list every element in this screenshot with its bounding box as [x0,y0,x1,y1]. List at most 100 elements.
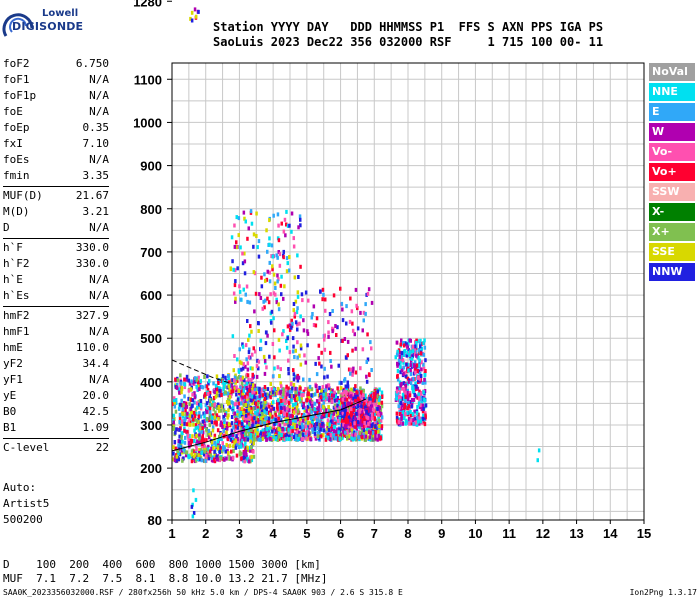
param-row: fmin 3.35 [3,168,109,184]
echo-point [294,394,298,399]
echo-point [324,397,327,402]
echo-point [409,421,413,426]
echo-point [309,437,312,442]
echo-point [260,275,263,280]
echo-point [238,420,241,425]
echo-point [184,416,187,421]
echo-point [379,418,383,423]
echo-point [214,383,218,388]
echo-point [280,274,283,279]
echo-point [178,427,181,432]
echo-point [347,434,351,439]
echo-point [268,260,271,265]
echo-point [354,420,358,425]
echo-point [343,433,346,438]
echo-point [423,415,426,420]
echo-point [353,387,356,392]
echo-point [271,429,274,434]
echo-point [259,346,263,351]
echo-point [196,441,199,446]
echo-point [199,402,202,407]
echo-point [364,311,367,316]
echo-point [249,439,252,444]
echo-point [362,416,366,421]
echo-point [215,387,219,392]
echo-point [249,435,252,440]
echo-point [287,437,291,442]
echo-point [248,380,252,385]
echo-point [326,424,330,429]
echo-point [230,235,234,240]
echo-point [357,424,360,429]
echo-point [354,424,357,429]
legend-item: NNE [649,83,695,101]
echo-point [259,420,262,425]
echo-point [292,302,296,306]
echo-point [361,328,364,333]
echo-point [345,304,348,309]
echo-point [301,432,305,437]
echo-point [172,413,176,418]
echo-point [324,392,328,397]
echo-point [190,387,193,392]
echo-point [416,378,420,383]
echo-point [219,436,222,441]
echo-point [241,344,245,349]
echo-point [283,405,286,410]
echo-point [421,409,425,414]
echo-point [302,377,305,382]
echo-point [404,405,407,410]
echo-point [399,370,402,375]
echo-point [263,305,266,310]
echo-point [313,431,317,436]
echo-point [293,425,297,429]
param-name: hmF2 [3,309,30,322]
echo-point [197,375,200,380]
echo-point [267,428,271,433]
echo-point [173,404,177,409]
echo-point [209,397,212,402]
echo-point [291,386,294,391]
echo-point [400,396,403,401]
echo-point [272,213,275,218]
echo-point [180,419,184,424]
echo-point [402,349,406,354]
echo-point [238,413,241,418]
echo-point [360,399,364,404]
echo-point [301,422,304,427]
echo-point [395,352,399,357]
echo-point [368,423,372,428]
echo-point [190,452,194,457]
echo-point [270,390,273,395]
echo-point [364,404,367,409]
echo-point [184,435,187,440]
echo-point [191,502,194,507]
echo-point [318,423,321,428]
echo-point [267,300,271,305]
echo-point [183,419,187,424]
echo-point [377,404,380,409]
echo-point [247,412,250,417]
echo-point [297,436,300,441]
echo-point [266,423,269,428]
param-value: N/A [89,289,109,302]
echo-point [284,233,287,238]
echo-point [231,334,235,339]
echo-point [395,411,399,416]
echo-point [404,412,407,417]
echo-point [219,456,222,461]
echo-point [172,457,175,462]
legend-item: NoVal [649,63,695,81]
echo-point [213,388,216,392]
echo-point [338,416,341,421]
echo-point [377,433,380,438]
echo-point [250,378,253,382]
echo-point [285,437,288,442]
echo-point [285,419,288,423]
echo-point [365,360,368,364]
echo-point [221,374,225,379]
echo-point [286,406,289,411]
echo-point [290,432,294,437]
echo-point [186,411,189,416]
echo-point [327,398,331,403]
